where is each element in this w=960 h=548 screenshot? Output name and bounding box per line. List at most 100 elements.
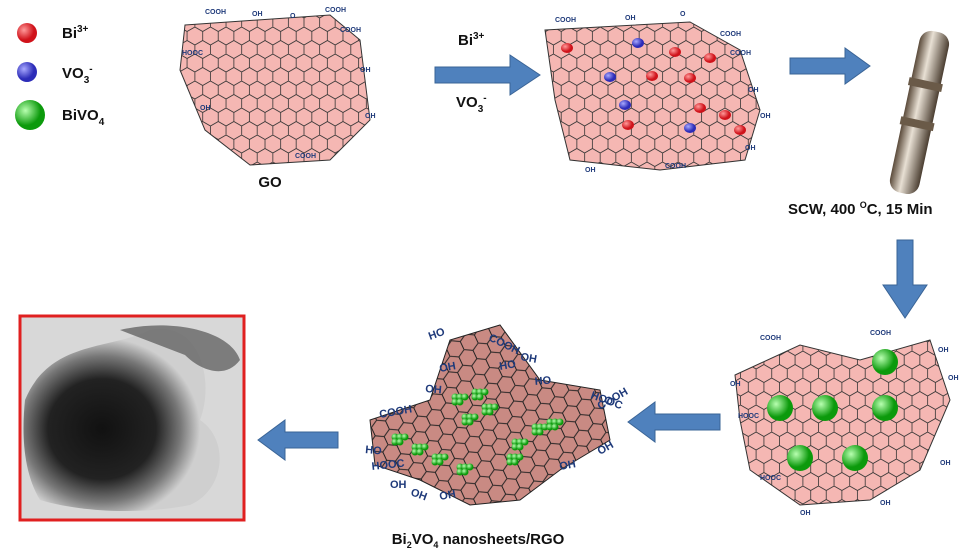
arrow: [789, 47, 871, 85]
bivo4-cluster: [546, 423, 554, 431]
functional-group: OH: [425, 383, 443, 396]
arrow: [627, 401, 721, 443]
bivo4-cluster: [491, 403, 499, 411]
functional-group: OH: [365, 113, 376, 120]
functional-group: OH: [390, 479, 407, 491]
functional-group: COOH: [295, 153, 316, 160]
vo3-ion: [619, 100, 631, 110]
bivo4-cluster: [536, 428, 544, 436]
arrow: [882, 239, 928, 319]
functional-group: COOH: [665, 163, 686, 170]
arrow: [257, 419, 339, 461]
bivo4-cluster: [431, 453, 439, 461]
legend-label: BiVO4: [62, 107, 105, 128]
arrow-label: Bi3+: [458, 31, 485, 49]
functional-group: OH: [558, 458, 576, 473]
bi-ion: [646, 71, 658, 81]
bivo4-cluster: [551, 418, 559, 426]
functional-group: COOH: [720, 31, 741, 38]
functional-group: OH: [730, 381, 741, 388]
condition-label: SCW, 400 OC, 15 Min: [788, 200, 933, 218]
bivo4-cluster: [396, 433, 404, 441]
functional-group: HOOC: [738, 413, 759, 420]
bi-ion: [561, 43, 573, 53]
bivo4-cluster: [456, 393, 464, 401]
functional-group: OH: [438, 360, 456, 375]
functional-group: COOH: [378, 403, 413, 421]
bivo4-particle: [787, 445, 813, 471]
bivo4-cluster: [511, 453, 519, 461]
bivo4-cluster: [511, 458, 519, 466]
bivo4-cluster: [506, 453, 514, 461]
bivo4-cluster: [471, 413, 479, 421]
functional-group: O: [290, 13, 296, 20]
bivo4-cluster: [441, 453, 449, 461]
functional-group: HOOC: [371, 458, 405, 473]
bivo4-cluster: [471, 393, 479, 401]
bivo4-cluster: [516, 453, 524, 461]
functional-group: HOOC: [182, 50, 203, 57]
bivo4-particle: [767, 395, 793, 421]
arrow-label: VO3-: [456, 93, 487, 115]
functional-group: OH: [409, 487, 429, 504]
legend-label: Bi3+: [62, 24, 89, 42]
bi-ion: [719, 110, 731, 120]
bivo4-cluster: [451, 393, 459, 401]
bivo4-cluster: [556, 418, 564, 426]
bivo4-cluster: [401, 433, 409, 441]
functional-group: OH: [360, 67, 371, 74]
bivo4-cluster: [436, 453, 444, 461]
bivo4-cluster: [536, 423, 544, 431]
functional-group: OH: [252, 11, 263, 18]
functional-group: COOH: [205, 9, 226, 16]
legend-bi: [17, 23, 37, 43]
bivo4-cluster: [476, 388, 484, 396]
bivo4-cluster: [551, 423, 559, 431]
bivo4-cluster: [391, 433, 399, 441]
bivo4-cluster: [456, 398, 464, 406]
arrow: [434, 54, 541, 96]
vo3-ion: [604, 72, 616, 82]
bivo4-cluster: [466, 413, 474, 421]
bivo4-cluster: [456, 468, 464, 476]
bivo4-cluster: [476, 393, 484, 401]
bivo4-particle: [812, 395, 838, 421]
bivo4-cluster: [531, 428, 539, 436]
bivo4-cluster: [421, 443, 429, 451]
bi-ion: [704, 53, 716, 63]
bivo4-cluster: [481, 408, 489, 416]
functional-group: OH: [938, 347, 949, 354]
functional-group: OH: [519, 351, 537, 366]
bivo4-cluster: [486, 408, 494, 416]
functional-group: O: [680, 11, 686, 18]
legend-bivo4: [15, 100, 45, 130]
legend-vo3: [17, 62, 37, 82]
bivo4-cluster: [481, 388, 489, 396]
bi-ion: [734, 125, 746, 135]
product-label: Bi2VO4 nanosheets/RGO: [392, 531, 565, 548]
reactor-tube: [889, 30, 950, 195]
bivo4-cluster: [471, 388, 479, 396]
bivo4-cluster: [431, 458, 439, 466]
bivo4-cluster: [521, 438, 529, 446]
bivo4-cluster: [516, 443, 524, 451]
vo3-ion: [632, 38, 644, 48]
functional-group: COOH: [760, 335, 781, 342]
functional-group: OH: [880, 500, 891, 507]
bi-ion: [622, 120, 634, 130]
functional-group: HO: [498, 358, 517, 373]
bivo4-cluster: [506, 458, 514, 466]
go-label: GO: [258, 174, 282, 191]
bivo4-cluster: [531, 423, 539, 431]
bivo4-cluster: [461, 393, 469, 401]
go-sheet: [179, 14, 371, 166]
bivo4-cluster: [461, 418, 469, 426]
bivo4-cluster: [411, 448, 419, 456]
functional-group: HO: [534, 375, 552, 388]
bivo4-cluster: [541, 423, 549, 431]
bi-ion: [669, 47, 681, 57]
functional-group: COOH: [870, 330, 891, 337]
bivo4-cluster: [391, 438, 399, 446]
bi-ion: [684, 73, 696, 83]
